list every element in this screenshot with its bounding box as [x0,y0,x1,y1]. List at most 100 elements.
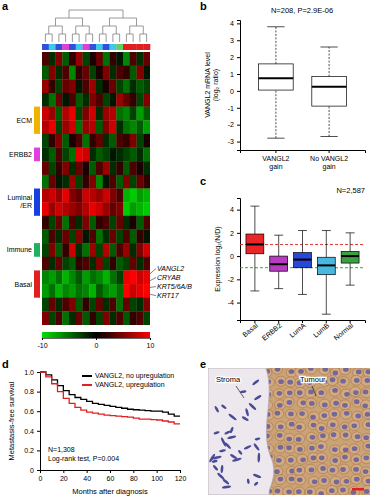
whisker-upper [302,231,303,253]
tumour-cell [351,454,362,464]
stroma-nucleus [247,478,250,484]
tumour-cell [285,409,296,419]
tumour-cell [330,476,341,486]
tumour-cell [294,465,305,475]
heatmap-cell [62,257,69,271]
tumour-cell [361,400,370,410]
tumour-cell [327,485,338,495]
heatmap-cell [69,202,76,216]
heatmap-cell [42,148,49,162]
tick-label: 0.2 [24,447,34,454]
heatmap-cell [137,52,144,66]
heatmap-cell [143,66,150,80]
heatmap-cell [62,120,69,134]
heatmap-cell [110,243,117,257]
tumour-cell [349,420,360,430]
heatmap-cell [116,189,123,203]
heatmap-cell [110,257,117,271]
heatmap-cell [116,311,123,325]
heatmap-cell [143,311,150,325]
tumour-nucleus [297,390,303,395]
heatmap-cell [62,161,69,175]
heatmap-cell [123,120,130,134]
stroma-nucleus [232,457,242,462]
heatmap-cell [130,120,137,134]
stroma-nucleus [213,431,220,435]
heatmap-cell [62,148,69,162]
tumour-nucleus [356,370,362,375]
heatmap-cell [96,202,103,216]
tumour-nucleus [286,489,292,494]
heatmap-cell [103,284,110,298]
survival-line [40,372,180,424]
tumour-cell [294,434,305,444]
heatmap-cell [123,229,130,243]
tumour-nucleus [352,446,358,451]
heatmap-cell [76,202,83,216]
tumour-cell [294,487,305,495]
heatmap-cell [110,52,117,66]
tick: Normal [332,320,354,342]
tumour-nucleus [299,411,305,416]
axis: -3-2-101234 [228,20,241,150]
panel-letter: b [200,0,207,12]
axis: BasalERBB2LumALumBNormal [241,320,366,342]
whisker-lower [302,268,303,295]
subtype-cell [123,44,130,50]
heatmap-cell [130,134,137,148]
tumour-nucleus [331,432,337,437]
gene-pointer [150,286,156,288]
heatmap-cell [83,257,90,271]
heatmap-cell [143,134,150,148]
heatmap-cell [56,79,63,93]
whisker-cap-max [267,26,284,27]
tick: 0 [230,253,240,260]
heatmap-cell [116,175,123,189]
heatmap-cell [56,161,63,175]
heatmap-cell [123,52,130,66]
heatmap-cell [143,93,150,107]
dendrogram-branch [130,26,144,34]
heatmap-cell [96,107,103,121]
tick-mark [237,279,240,280]
tumour-cell [316,423,327,433]
heatmap-cell [62,311,69,325]
tumour-cell [338,464,349,474]
tumour-cell [319,399,330,409]
tumour-nucleus [319,456,325,461]
heatmap-cell [69,229,76,243]
tumour-cell [297,454,308,464]
tick-mark [237,256,240,257]
tumour-nucleus [343,368,349,372]
tumour-cell [351,375,362,385]
tumour-nucleus [310,435,316,440]
subtitle: N=208, P=2.9E-06 [271,6,333,15]
tick: Basal [241,320,259,338]
tumour-nucleus [354,477,360,482]
heatmap-cell [89,52,96,66]
tumour-cell [319,411,330,421]
tick-mark [237,303,240,304]
tumour-cell [272,368,283,374]
module-label: Immune [7,246,32,253]
heatmap-cell [116,148,123,162]
heatmap-cell [116,257,123,271]
heatmap-cell [103,52,110,66]
heatmap-cell [42,161,49,175]
tumour-cell [362,409,370,419]
whisker-cap-max [322,230,331,231]
heatmap-cell [103,79,110,93]
tumour-cell [361,376,370,386]
tumour-nucleus [275,411,281,416]
dendrogram-branch [49,26,63,34]
tumour-nucleus [332,388,338,393]
subtype-cell [56,44,63,50]
heatmap-cell [76,298,83,312]
tick: 4 [230,20,240,27]
heatmap-cell [130,284,137,298]
heatmap-cell [83,298,90,312]
heatmap-cell [96,229,103,243]
tick-label: Normal [332,321,354,341]
subtype-cell [137,44,144,50]
tick: 10 [147,338,155,349]
